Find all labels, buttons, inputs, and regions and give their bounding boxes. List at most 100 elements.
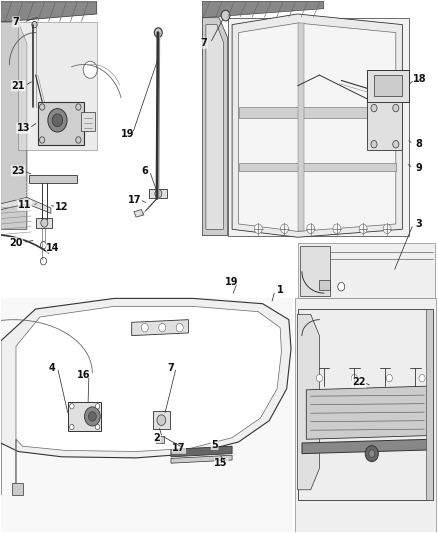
Polygon shape	[18, 22, 97, 150]
Circle shape	[95, 403, 100, 409]
Circle shape	[157, 415, 166, 425]
Polygon shape	[127, 342, 143, 349]
Polygon shape	[68, 402, 101, 431]
Polygon shape	[202, 18, 228, 236]
Circle shape	[369, 450, 375, 457]
Text: 12: 12	[55, 202, 69, 212]
Text: 6: 6	[141, 166, 148, 176]
Polygon shape	[29, 175, 77, 182]
Text: 7: 7	[168, 362, 174, 373]
Circle shape	[254, 224, 262, 233]
Text: 16: 16	[77, 370, 90, 381]
Circle shape	[39, 104, 45, 110]
Polygon shape	[36, 217, 52, 228]
Polygon shape	[1, 2, 97, 22]
Text: 8: 8	[415, 139, 422, 149]
Polygon shape	[206, 25, 223, 229]
Polygon shape	[155, 435, 164, 443]
Text: 5: 5	[211, 440, 218, 450]
Circle shape	[32, 21, 37, 28]
Text: 4: 4	[49, 362, 56, 373]
Polygon shape	[175, 342, 191, 349]
Polygon shape	[228, 18, 409, 236]
Polygon shape	[79, 342, 95, 349]
Polygon shape	[295, 298, 436, 532]
Circle shape	[48, 109, 67, 132]
Polygon shape	[232, 14, 403, 237]
Text: 3: 3	[415, 219, 422, 229]
Polygon shape	[1, 22, 27, 229]
Polygon shape	[171, 455, 232, 463]
Polygon shape	[81, 112, 95, 131]
Text: 1: 1	[277, 286, 283, 295]
Polygon shape	[374, 75, 403, 96]
Text: 18: 18	[413, 75, 427, 84]
Text: 23: 23	[11, 166, 25, 176]
Polygon shape	[300, 246, 330, 296]
Text: 7: 7	[13, 17, 19, 27]
Circle shape	[41, 219, 48, 227]
Circle shape	[76, 137, 81, 143]
Polygon shape	[202, 1, 324, 18]
Polygon shape	[297, 243, 435, 298]
Polygon shape	[1, 298, 293, 532]
Polygon shape	[297, 314, 319, 490]
Polygon shape	[367, 102, 403, 150]
Polygon shape	[132, 320, 188, 336]
Text: 20: 20	[9, 238, 23, 247]
Circle shape	[52, 114, 63, 127]
Polygon shape	[171, 446, 232, 457]
Circle shape	[70, 424, 74, 430]
Text: 19: 19	[120, 128, 134, 139]
Text: 17: 17	[172, 443, 186, 453]
Text: 19: 19	[225, 278, 239, 287]
Polygon shape	[152, 411, 170, 429]
Circle shape	[40, 241, 46, 249]
Circle shape	[154, 28, 162, 37]
Text: 7: 7	[200, 38, 207, 48]
Circle shape	[40, 257, 46, 265]
Circle shape	[359, 224, 367, 233]
Circle shape	[419, 374, 425, 382]
Polygon shape	[151, 342, 166, 349]
Polygon shape	[239, 23, 396, 231]
Circle shape	[281, 224, 288, 233]
Polygon shape	[306, 386, 428, 439]
Polygon shape	[367, 70, 409, 102]
Circle shape	[76, 104, 81, 110]
Circle shape	[365, 446, 378, 462]
Text: 14: 14	[46, 243, 60, 253]
Circle shape	[176, 324, 183, 332]
Polygon shape	[33, 322, 283, 365]
Circle shape	[141, 324, 148, 332]
Circle shape	[338, 282, 345, 291]
Polygon shape	[239, 163, 396, 171]
Polygon shape	[302, 439, 431, 454]
Circle shape	[95, 424, 100, 430]
Circle shape	[386, 374, 392, 382]
Polygon shape	[239, 107, 396, 118]
Polygon shape	[297, 309, 433, 500]
Text: 22: 22	[352, 377, 365, 387]
Text: 9: 9	[415, 163, 422, 173]
Circle shape	[351, 374, 357, 382]
Text: 11: 11	[18, 200, 32, 211]
Polygon shape	[16, 306, 282, 484]
Circle shape	[155, 189, 162, 198]
Circle shape	[39, 137, 45, 143]
Polygon shape	[134, 209, 144, 217]
Polygon shape	[149, 189, 167, 198]
Polygon shape	[103, 342, 119, 349]
Circle shape	[83, 61, 97, 78]
Circle shape	[70, 403, 74, 409]
Polygon shape	[1, 298, 291, 495]
Circle shape	[307, 224, 314, 233]
Polygon shape	[12, 483, 22, 495]
Circle shape	[88, 411, 96, 421]
Polygon shape	[1, 197, 51, 213]
Text: 15: 15	[215, 458, 228, 468]
Circle shape	[371, 104, 377, 112]
Circle shape	[393, 104, 399, 112]
Text: 2: 2	[154, 433, 160, 443]
Polygon shape	[297, 23, 304, 231]
